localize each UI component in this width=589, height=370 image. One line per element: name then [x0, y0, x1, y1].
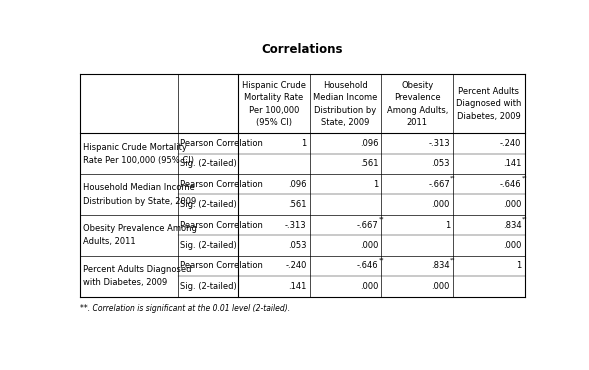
Text: .561: .561 — [360, 159, 378, 168]
Text: Sig. (2-tailed): Sig. (2-tailed) — [180, 159, 237, 168]
Text: Hispanic Crude
Mortality Rate
Per 100,000
(95% CI): Hispanic Crude Mortality Rate Per 100,00… — [242, 81, 306, 127]
Text: **: ** — [522, 176, 527, 181]
Text: -.240: -.240 — [285, 262, 307, 270]
Text: Percent Adults Diagnosed
with Diabetes, 2009: Percent Adults Diagnosed with Diabetes, … — [83, 265, 191, 287]
Text: Pearson Correlation: Pearson Correlation — [180, 180, 263, 189]
Text: Correlations: Correlations — [262, 43, 343, 56]
Text: .053: .053 — [288, 241, 307, 250]
Text: .053: .053 — [431, 159, 450, 168]
Text: Obesity
Prevalence
Among Adults,
2011: Obesity Prevalence Among Adults, 2011 — [386, 81, 448, 127]
Text: -.240: -.240 — [500, 139, 521, 148]
Text: **: ** — [522, 217, 527, 222]
Text: **: ** — [450, 258, 456, 263]
Text: Sig. (2-tailed): Sig. (2-tailed) — [180, 241, 237, 250]
Text: -.646: -.646 — [356, 262, 378, 270]
Text: Pearson Correlation: Pearson Correlation — [180, 262, 263, 270]
Text: **: ** — [379, 258, 384, 263]
Text: .000: .000 — [503, 200, 521, 209]
Text: 1: 1 — [445, 221, 450, 229]
Text: Hispanic Crude Mortality
Rate Per 100,000 (95% CI): Hispanic Crude Mortality Rate Per 100,00… — [83, 142, 194, 165]
Text: .834: .834 — [431, 262, 450, 270]
Text: 1: 1 — [302, 139, 307, 148]
Text: Household
Median Income
Distribution by
State, 2009: Household Median Income Distribution by … — [313, 81, 378, 127]
Text: **: ** — [379, 217, 384, 222]
Text: **: ** — [450, 176, 456, 181]
Text: Pearson Correlation: Pearson Correlation — [180, 139, 263, 148]
Text: Sig. (2-tailed): Sig. (2-tailed) — [180, 200, 237, 209]
Text: Sig. (2-tailed): Sig. (2-tailed) — [180, 282, 237, 291]
Text: 1: 1 — [373, 180, 378, 189]
Text: -.646: -.646 — [500, 180, 521, 189]
Text: .096: .096 — [360, 139, 378, 148]
Text: Obesity Prevalence Among
Adults, 2011: Obesity Prevalence Among Adults, 2011 — [83, 224, 197, 246]
Text: Household Median Income
Distribution by State, 2009: Household Median Income Distribution by … — [83, 184, 197, 206]
Text: .834: .834 — [503, 221, 521, 229]
Text: -.667: -.667 — [428, 180, 450, 189]
Text: .096: .096 — [288, 180, 307, 189]
Text: Percent Adults
Diagnosed with
Diabetes, 2009: Percent Adults Diagnosed with Diabetes, … — [456, 87, 521, 121]
Text: -.313: -.313 — [285, 221, 307, 229]
Text: .000: .000 — [432, 200, 450, 209]
Text: .000: .000 — [360, 282, 378, 291]
Text: .000: .000 — [503, 241, 521, 250]
Text: .561: .561 — [288, 200, 307, 209]
Text: **. Correlation is significant at the 0.01 level (2-tailed).: **. Correlation is significant at the 0.… — [81, 304, 290, 313]
Text: .000: .000 — [360, 241, 378, 250]
Text: 1: 1 — [516, 262, 521, 270]
Text: Pearson Correlation: Pearson Correlation — [180, 221, 263, 229]
Text: .141: .141 — [288, 282, 307, 291]
Text: -.667: -.667 — [356, 221, 378, 229]
Text: .141: .141 — [503, 159, 521, 168]
Text: .000: .000 — [432, 282, 450, 291]
Text: -.313: -.313 — [428, 139, 450, 148]
